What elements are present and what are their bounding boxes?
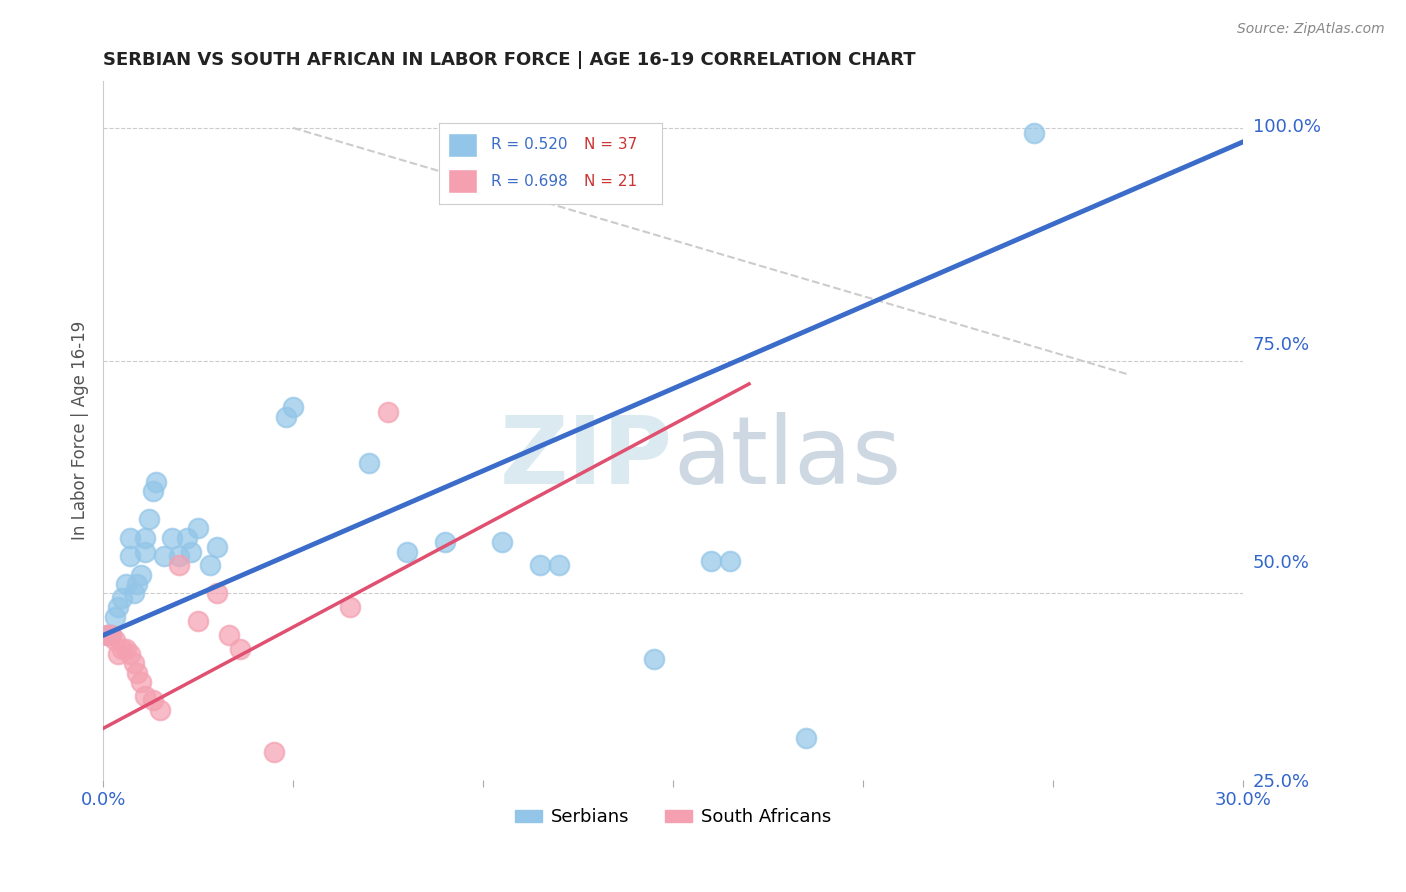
Point — [187, 615, 209, 629]
Text: Source: ZipAtlas.com: Source: ZipAtlas.com — [1237, 22, 1385, 37]
Point — [134, 531, 156, 545]
Legend: Serbians, South Africans: Serbians, South Africans — [508, 801, 839, 833]
Point — [115, 642, 138, 657]
Point — [145, 475, 167, 489]
Text: ZIP: ZIP — [501, 412, 673, 504]
Point — [281, 401, 304, 415]
Point — [122, 657, 145, 671]
Point — [263, 745, 285, 759]
Point — [134, 544, 156, 558]
Point — [434, 535, 457, 549]
Point — [643, 651, 665, 665]
Point — [176, 531, 198, 545]
Y-axis label: In Labor Force | Age 16-19: In Labor Force | Age 16-19 — [72, 321, 89, 540]
Point — [138, 512, 160, 526]
Point — [167, 558, 190, 573]
Point — [115, 577, 138, 591]
Point — [141, 693, 163, 707]
Point — [107, 647, 129, 661]
Point — [794, 731, 817, 745]
Text: SERBIAN VS SOUTH AFRICAN IN LABOR FORCE | AGE 16-19 CORRELATION CHART: SERBIAN VS SOUTH AFRICAN IN LABOR FORCE … — [103, 51, 915, 69]
Point — [198, 558, 221, 573]
Point — [205, 586, 228, 600]
Point — [103, 632, 125, 647]
Point — [180, 544, 202, 558]
Point — [229, 642, 252, 657]
Point — [548, 558, 571, 573]
Point — [127, 665, 149, 680]
Point — [491, 535, 513, 549]
Point — [187, 521, 209, 535]
Point — [118, 531, 141, 545]
Point — [359, 456, 381, 470]
Point — [529, 558, 551, 573]
Point — [700, 554, 723, 568]
Point — [118, 647, 141, 661]
Point — [129, 567, 152, 582]
Point — [129, 674, 152, 689]
Point — [167, 549, 190, 564]
Point — [96, 628, 118, 642]
Point — [103, 609, 125, 624]
Point — [149, 703, 172, 717]
Point — [107, 600, 129, 615]
Point — [160, 531, 183, 545]
Point — [100, 628, 122, 642]
Point — [111, 591, 134, 605]
Point — [127, 577, 149, 591]
Point — [396, 544, 419, 558]
Point — [141, 483, 163, 498]
Point — [96, 628, 118, 642]
Point — [205, 540, 228, 554]
Point — [134, 689, 156, 703]
Point — [718, 554, 741, 568]
Point — [122, 586, 145, 600]
Point — [339, 600, 361, 615]
Point — [153, 549, 176, 564]
Point — [118, 549, 141, 564]
Point — [100, 628, 122, 642]
Point — [274, 409, 297, 424]
Text: atlas: atlas — [673, 412, 901, 504]
Point — [1022, 126, 1045, 140]
Point — [377, 405, 399, 419]
Point — [218, 628, 240, 642]
Point — [111, 642, 134, 657]
